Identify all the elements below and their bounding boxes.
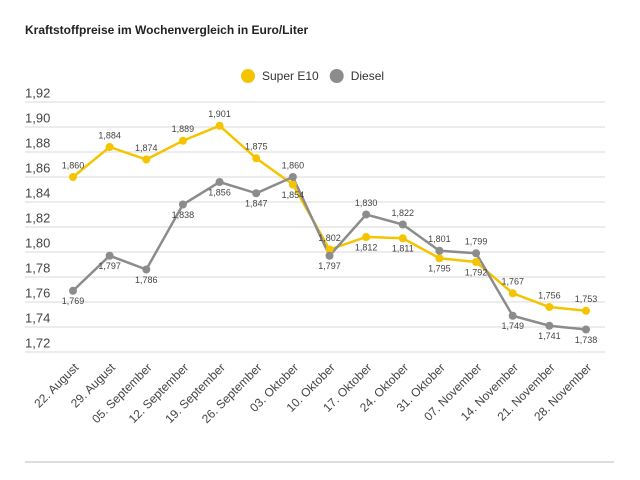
data-point — [545, 321, 554, 330]
value-label: 1,875 — [245, 142, 268, 152]
data-point — [545, 303, 554, 311]
data-point — [582, 325, 590, 334]
y-tick-label: 1,82 — [25, 210, 50, 225]
data-point — [105, 143, 114, 151]
data-point — [105, 251, 114, 260]
value-label: 1,854 — [282, 190, 305, 200]
data-point — [178, 200, 187, 209]
value-label: 1,786 — [135, 275, 158, 285]
data-point — [252, 154, 261, 163]
value-label: 1,811 — [392, 244, 414, 254]
value-label: 1,799 — [465, 237, 488, 247]
data-point — [325, 245, 334, 254]
data-point — [178, 136, 187, 145]
data-point — [325, 251, 334, 260]
data-point — [508, 289, 517, 298]
y-tick-label: 1,92 — [25, 85, 50, 100]
data-point — [69, 173, 77, 181]
data-point — [472, 249, 481, 258]
y-tick-label: 1,72 — [25, 335, 50, 350]
legend-marker — [241, 69, 255, 83]
data-point — [288, 173, 297, 181]
value-label: 1,767 — [501, 277, 524, 287]
y-tick-label: 1,76 — [25, 285, 50, 300]
data-point — [252, 189, 261, 198]
y-tick-label: 1,88 — [25, 135, 50, 150]
data-point — [398, 234, 407, 243]
value-label: 1,801 — [428, 234, 451, 244]
y-tick-label: 1,80 — [25, 235, 50, 250]
y-tick-label: 1,74 — [25, 310, 50, 325]
y-tick-label: 1,90 — [25, 110, 50, 125]
data-point — [215, 121, 224, 130]
data-point — [582, 306, 590, 315]
value-label: 1,860 — [62, 160, 85, 170]
data-point — [508, 311, 517, 320]
y-tick-label: 1,78 — [25, 260, 50, 275]
value-label: 1,822 — [392, 208, 415, 218]
data-point — [435, 254, 444, 263]
value-label: 1,830 — [355, 198, 378, 208]
y-tick-label: 1,86 — [25, 160, 50, 175]
value-label: 1,738 — [575, 335, 598, 345]
value-label: 1,797 — [98, 261, 121, 271]
data-point — [142, 155, 151, 164]
value-label: 1,812 — [355, 242, 378, 252]
value-label: 1,756 — [538, 290, 561, 300]
value-label: 1,838 — [172, 210, 195, 220]
value-label: 1,802 — [318, 233, 341, 243]
value-label: 1,884 — [98, 130, 121, 140]
data-point — [215, 178, 224, 186]
value-label: 1,874 — [135, 143, 158, 153]
data-point — [288, 180, 297, 189]
value-label: 1,860 — [282, 160, 305, 170]
value-label: 1,797 — [318, 261, 341, 271]
value-label: 1,889 — [172, 124, 195, 134]
legend-marker — [329, 69, 344, 83]
data-point — [472, 258, 481, 266]
value-label: 1,856 — [208, 187, 231, 197]
data-point — [69, 286, 77, 295]
data-point — [142, 265, 151, 274]
value-label: 1,769 — [62, 296, 85, 306]
value-label: 1,741 — [538, 331, 561, 341]
value-label: 1,749 — [501, 321, 524, 331]
value-label: 1,792 — [465, 267, 488, 277]
value-label: 1,795 — [428, 264, 451, 274]
data-point — [362, 210, 371, 219]
legend-label: Diesel — [351, 69, 384, 83]
data-point — [435, 246, 444, 255]
value-label: 1,753 — [575, 294, 598, 304]
value-label: 1,901 — [208, 109, 231, 119]
chart-title: Kraftstoffpreise im Wochenvergleich in E… — [25, 23, 308, 37]
value-label: 1,847 — [245, 199, 268, 209]
data-point — [362, 233, 371, 241]
data-point — [398, 220, 407, 229]
y-tick-label: 1,84 — [25, 185, 50, 200]
legend-label: Super E10 — [262, 69, 319, 83]
